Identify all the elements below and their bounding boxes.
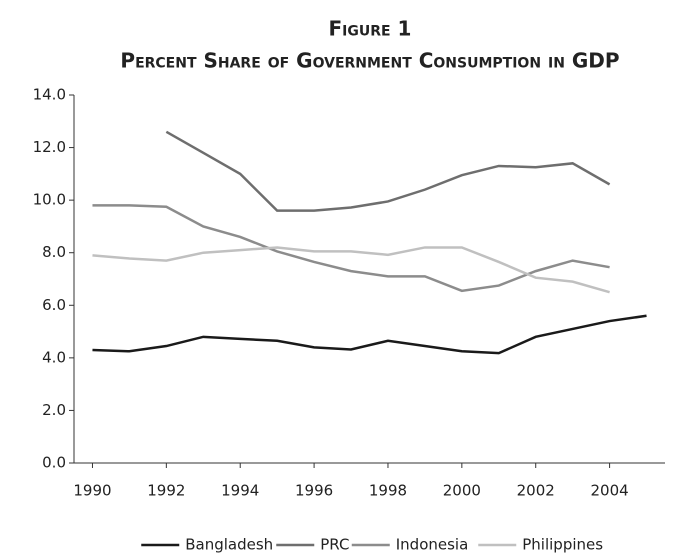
x-tick-label: 2004 [591, 482, 629, 500]
legend-label: Indonesia [396, 536, 469, 554]
y-tick-label: 4.0 [42, 348, 66, 366]
y-tick-label: 10.0 [33, 191, 66, 209]
y-tick-label: 2.0 [42, 401, 66, 419]
series-line [165, 130, 611, 212]
series-line [92, 246, 610, 294]
y-tick-label: 14.0 [33, 86, 66, 104]
y-tick-label: 12.0 [33, 138, 66, 156]
series-line [92, 314, 647, 355]
legend-label: Philippines [522, 536, 603, 554]
chart-title: Figure 1 [329, 17, 412, 41]
chart-subtitle: Percent Share of Government Consumption … [120, 49, 619, 73]
series-line [92, 204, 610, 293]
x-tick-label: 1990 [73, 482, 111, 500]
x-tick-label: 1994 [221, 482, 259, 500]
x-tick-label: 2000 [443, 482, 481, 500]
y-tick-label: 6.0 [42, 296, 66, 314]
x-tick-label: 1992 [147, 482, 185, 500]
legend-label: PRC [320, 536, 349, 554]
x-tick-label: 2002 [517, 482, 555, 500]
legend-label: Bangladesh [185, 536, 273, 554]
x-tick-label: 1996 [295, 482, 333, 500]
y-tick-label: 8.0 [42, 243, 66, 261]
y-tick-label: 0.0 [42, 454, 66, 472]
x-tick-label: 1998 [369, 482, 407, 500]
